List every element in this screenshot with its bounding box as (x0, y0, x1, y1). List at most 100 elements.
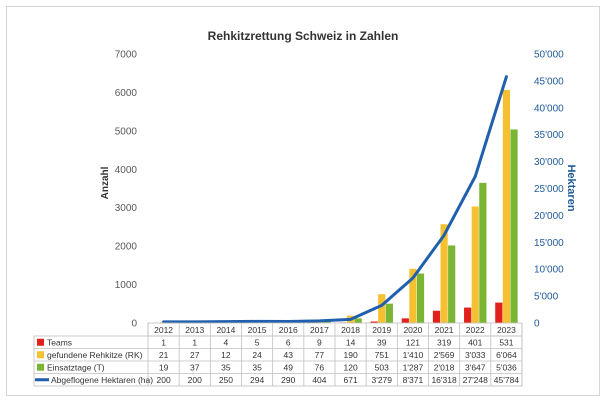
data-label: 49 (284, 362, 294, 372)
data-label: 319 (437, 337, 451, 347)
y-tick-label-left: 0 (131, 319, 137, 330)
data-label: 37 (190, 362, 200, 372)
legend-label: gefundene Rehkitze (RK) (47, 350, 143, 360)
bar-teams-2021 (432, 310, 441, 323)
data-label: 27'248 (463, 375, 489, 385)
y-tick-label-right: 10'000 (534, 265, 564, 276)
y-tick-label-right: 25'000 (534, 184, 564, 195)
y-tick-label-right: 30'000 (534, 157, 564, 168)
legend-label: Abgeflogene Hektaren (ha) (51, 375, 153, 385)
data-label: 9 (317, 337, 322, 347)
x-tick-label: 2015 (248, 325, 267, 335)
bar-gefundene-2021 (440, 224, 448, 323)
data-label: 3'033 (465, 350, 486, 360)
bar-einsatztage-2022 (479, 182, 487, 323)
data-table: 2012 2013 2014 2015 2016 2017 2018 2019 2020 2021… (33, 322, 523, 387)
bar-einsatztage-2018 (354, 318, 362, 323)
data-label: 200 (156, 375, 170, 385)
y-tick-label-right: 45'000 (534, 76, 564, 87)
bar-teams-2022 (464, 307, 472, 323)
bar-einsatztage-2019 (385, 303, 393, 323)
data-label: 5 (255, 337, 260, 347)
x-tick-label: 2014 (216, 325, 235, 335)
data-label: 751 (375, 350, 389, 360)
legend-key-einsatztage (37, 363, 44, 371)
legend-key-gefundene (37, 351, 44, 359)
data-label: 39 (377, 337, 387, 347)
y-tick-label-left: 7000 (115, 50, 138, 61)
x-tick-label: 2017 (310, 325, 329, 335)
data-label: 35 (221, 362, 231, 372)
data-label: 19 (159, 362, 169, 372)
y-tick-label-right: 35'000 (534, 130, 564, 141)
x-tick-label: 2019 (372, 325, 391, 335)
data-label: 3'279 (371, 375, 392, 385)
y-tick-label-right: 20'000 (534, 211, 564, 222)
data-label: 45'784 (494, 375, 520, 385)
data-label: 4 (224, 337, 229, 347)
data-label: 5'036 (496, 362, 517, 372)
bar-einsatztage-2021 (448, 245, 456, 323)
data-label: 77 (315, 350, 325, 360)
y-tick-label-left: 6000 (115, 88, 138, 99)
data-label: 404 (312, 375, 326, 385)
bar-einsatztage-2020 (416, 273, 425, 323)
data-label: 3'647 (465, 362, 486, 372)
data-label: 14 (346, 337, 356, 347)
x-tick-label: 2016 (279, 325, 298, 335)
bar-einsatztage-2023 (510, 129, 518, 323)
data-label: 2'018 (434, 362, 455, 372)
bar-series-group (152, 89, 518, 323)
x-tick-label: 2022 (466, 325, 485, 335)
x-tick-label: 2013 (185, 325, 204, 335)
y-tick-label-right: 0 (534, 319, 540, 330)
data-label: 12 (221, 350, 231, 360)
bar-gefundene-2019 (378, 294, 386, 323)
bar-teams-2020 (401, 318, 409, 323)
data-label: 190 (343, 350, 357, 360)
data-label: 6 (286, 337, 291, 347)
y-axis-left-ticks: 0 1000 2000 3000 4000 5000 6000 7000 (115, 50, 138, 330)
y-tick-label-right: 15'000 (534, 238, 564, 249)
chart-frame (6, 6, 600, 396)
bar-gefundene-2022 (471, 206, 479, 323)
legend-label: Teams (47, 337, 72, 347)
data-label: 6'064 (496, 350, 517, 360)
x-tick-label: 2012 (154, 325, 173, 335)
y-tick-label-right: 40'000 (534, 103, 564, 114)
data-label: 8'371 (403, 375, 424, 385)
y-axis-label-right: Hektaren (565, 164, 577, 211)
data-label: 1 (192, 337, 197, 347)
x-tick-label: 2018 (341, 325, 360, 335)
data-label: 290 (281, 375, 295, 385)
x-tick-label: 2021 (435, 325, 454, 335)
x-tick-label: 2020 (403, 325, 422, 335)
bar-gefundene-2023 (502, 89, 511, 323)
bar-teams-2019 (370, 321, 378, 323)
data-label: 531 (499, 337, 513, 347)
data-label: 35 (252, 362, 262, 372)
bar-gefundene-2020 (409, 268, 417, 323)
data-label: 1 (161, 337, 166, 347)
legend-key-teams (37, 338, 44, 346)
y-tick-label-left: 1000 (115, 280, 138, 291)
data-label: 120 (343, 362, 357, 372)
y-tick-label-left: 2000 (115, 242, 138, 253)
y-tick-label-left: 4000 (115, 165, 138, 176)
data-label: 2'569 (434, 350, 455, 360)
data-label: 27 (190, 350, 200, 360)
x-tick-label: 2023 (497, 325, 516, 335)
data-label: 294 (250, 375, 264, 385)
data-label: 250 (219, 375, 233, 385)
y-axis-label-left: Anzahl (100, 166, 111, 199)
y-tick-label-right: 5'000 (534, 292, 559, 303)
line-hektaren (162, 75, 508, 324)
data-label: 121 (406, 337, 420, 347)
data-label: 200 (188, 375, 202, 385)
data-label: 1'287 (403, 362, 424, 372)
chart-title: Rehkitzrettung Schweiz in Zahlen (208, 29, 399, 43)
y-axis-right-ticks: 0 5'000 10'000 15'000 20'000 25'000 30'000 35'0… (534, 50, 564, 330)
data-label: 24 (252, 350, 262, 360)
bar-teams-2023 (495, 302, 503, 323)
